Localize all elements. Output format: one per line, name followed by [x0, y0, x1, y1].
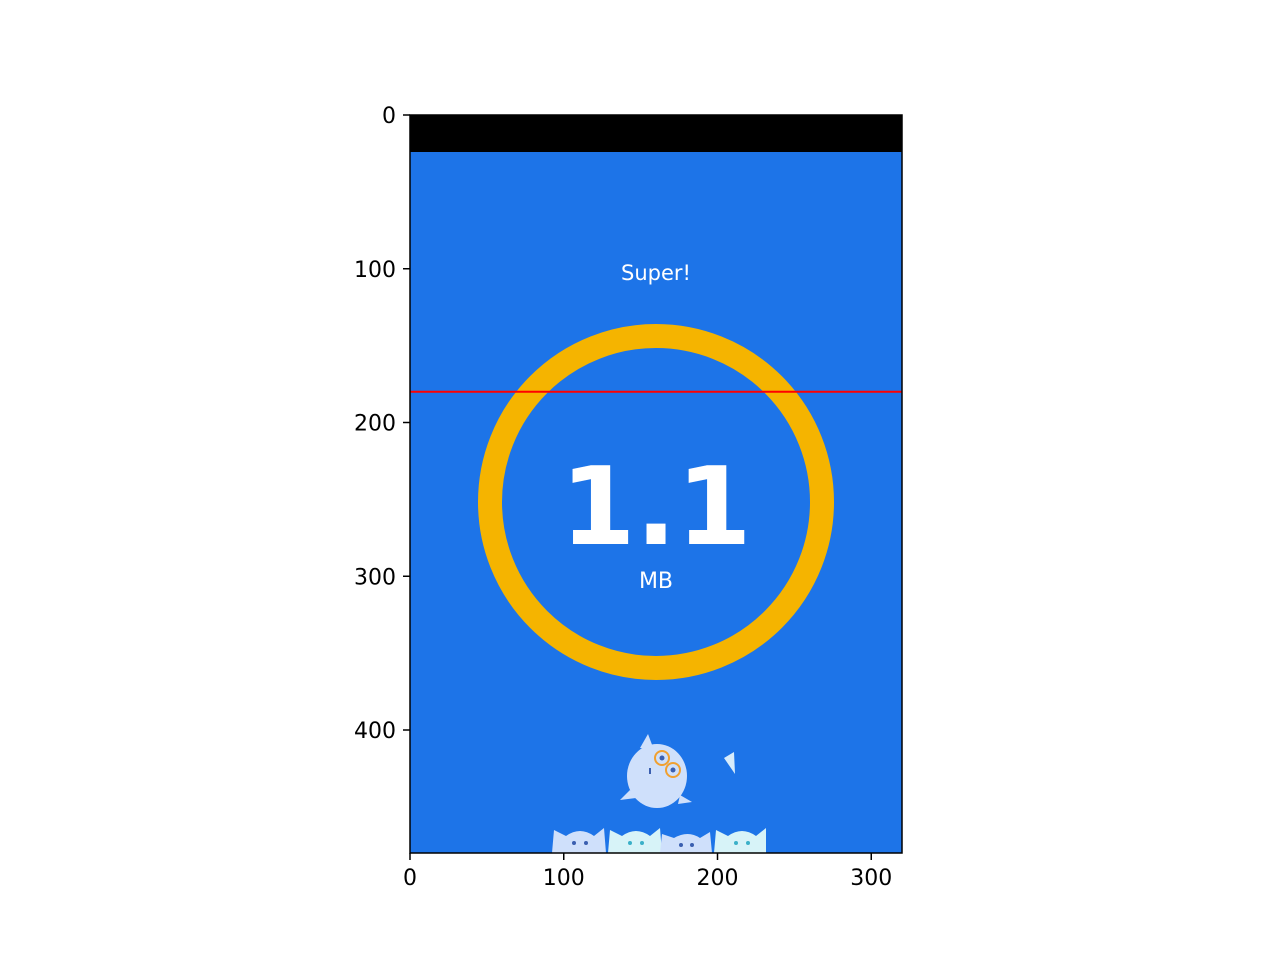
screenshot-image: Super! 1.1 MB	[410, 115, 902, 853]
mascot-flying-icon	[620, 734, 692, 808]
x-tick-label: 0	[403, 866, 417, 891]
y-tick-label: 0	[382, 104, 396, 129]
y-axis: 0 100 200 300 400	[354, 104, 410, 744]
y-tick-label: 400	[354, 719, 396, 744]
status-bar	[410, 115, 902, 152]
mascot-group-icon	[552, 828, 766, 853]
speed-unit: MB	[639, 569, 673, 594]
x-axis: 0 100 200 300	[403, 853, 892, 891]
mascot-illustration	[552, 734, 766, 853]
x-tick-label: 300	[850, 866, 892, 891]
axes-frame	[409, 114, 903, 854]
speed-value: 1.1	[560, 445, 751, 570]
rating-label: Super!	[621, 261, 691, 285]
x-tick-label: 100	[543, 866, 585, 891]
x-tick-label: 200	[697, 866, 739, 891]
speed-ring	[478, 324, 834, 680]
y-tick-label: 100	[354, 258, 396, 283]
y-tick-label: 200	[354, 412, 396, 437]
y-tick-label: 300	[354, 565, 396, 590]
paper-plane-icon	[724, 752, 735, 774]
